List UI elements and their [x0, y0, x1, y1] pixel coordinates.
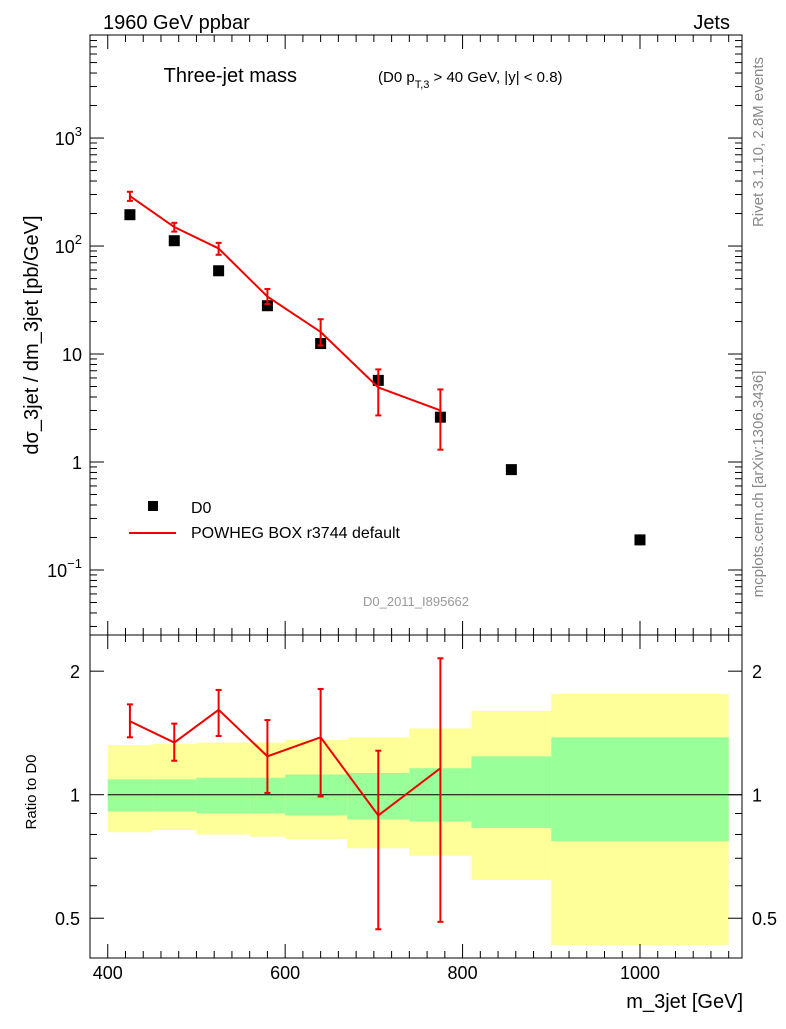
d0-data-point	[213, 265, 225, 277]
d0-data-point	[505, 464, 517, 476]
d0-data-point	[168, 235, 180, 247]
d0-data-point	[634, 534, 646, 546]
stat-uncertainty-band	[196, 777, 250, 814]
d0-data-point	[124, 209, 136, 221]
ratio-y-tick-label-right: 0.5	[752, 909, 777, 929]
legend-marker-d0	[148, 501, 158, 511]
x-axis-label: m_3jet [GeV]	[626, 991, 743, 1013]
ratio-y-tick-label-right: 1	[752, 786, 762, 806]
stat-uncertainty-band	[471, 756, 552, 828]
chart-title: Three-jet mass	[164, 65, 297, 87]
stat-uncertainty-band	[551, 737, 729, 842]
ratio-y-tick-label: 1	[70, 786, 80, 806]
powheg-line	[129, 195, 441, 412]
y-tick-label: 10	[62, 345, 82, 365]
ratio-y-axis-label: Ratio to D0	[23, 754, 40, 829]
mcplots-label: mcplots.cern.ch [arXiv:1306.3436]	[750, 371, 767, 598]
rivet-version-label: Rivet 3.1.10, 2.8M events	[750, 57, 767, 227]
x-tick-label: 1000	[620, 963, 660, 983]
y-axis-label: dσ_3jet / dm_3jet [pb/GeV]	[21, 215, 43, 454]
ratio-frame	[89, 634, 743, 959]
stat-uncertainty-band	[107, 779, 153, 812]
y-tick-label: 103	[55, 124, 82, 149]
analysis-watermark: D0_2011_I895662	[363, 594, 469, 609]
ratio-y-tick-label: 0.5	[55, 909, 80, 929]
y-tick-label: 102	[55, 232, 82, 257]
legend-label-powheg: POWHEG BOX r3744 default	[191, 525, 401, 542]
y-tick-label: 1	[72, 453, 82, 473]
x-tick-label: 600	[270, 963, 300, 983]
ratio-y-tick-label: 2	[70, 662, 80, 682]
ratio-panel: 400 600 800 1000 0.5 0.5 1 1 2 2 Ratio to D0 m_3j…	[23, 634, 777, 1013]
stat-uncertainty-band	[152, 779, 197, 812]
chart-subtitle: (D0 pT,3 > 40 GeV, |y| < 0.8)	[378, 69, 563, 91]
header-right: Jets	[693, 12, 730, 34]
legend-label-d0: D0	[191, 500, 212, 517]
y-tick-label: 10−1	[47, 556, 82, 581]
x-tick-label: 400	[93, 963, 123, 983]
x-tick-label: 800	[448, 963, 478, 983]
header-left: 1960 GeV ppbar	[103, 12, 250, 34]
ratio-y-tick-label-right: 2	[752, 662, 762, 682]
legend: D0 POWHEG BOX r3744 default	[129, 500, 401, 542]
d0-data-point	[261, 300, 273, 312]
